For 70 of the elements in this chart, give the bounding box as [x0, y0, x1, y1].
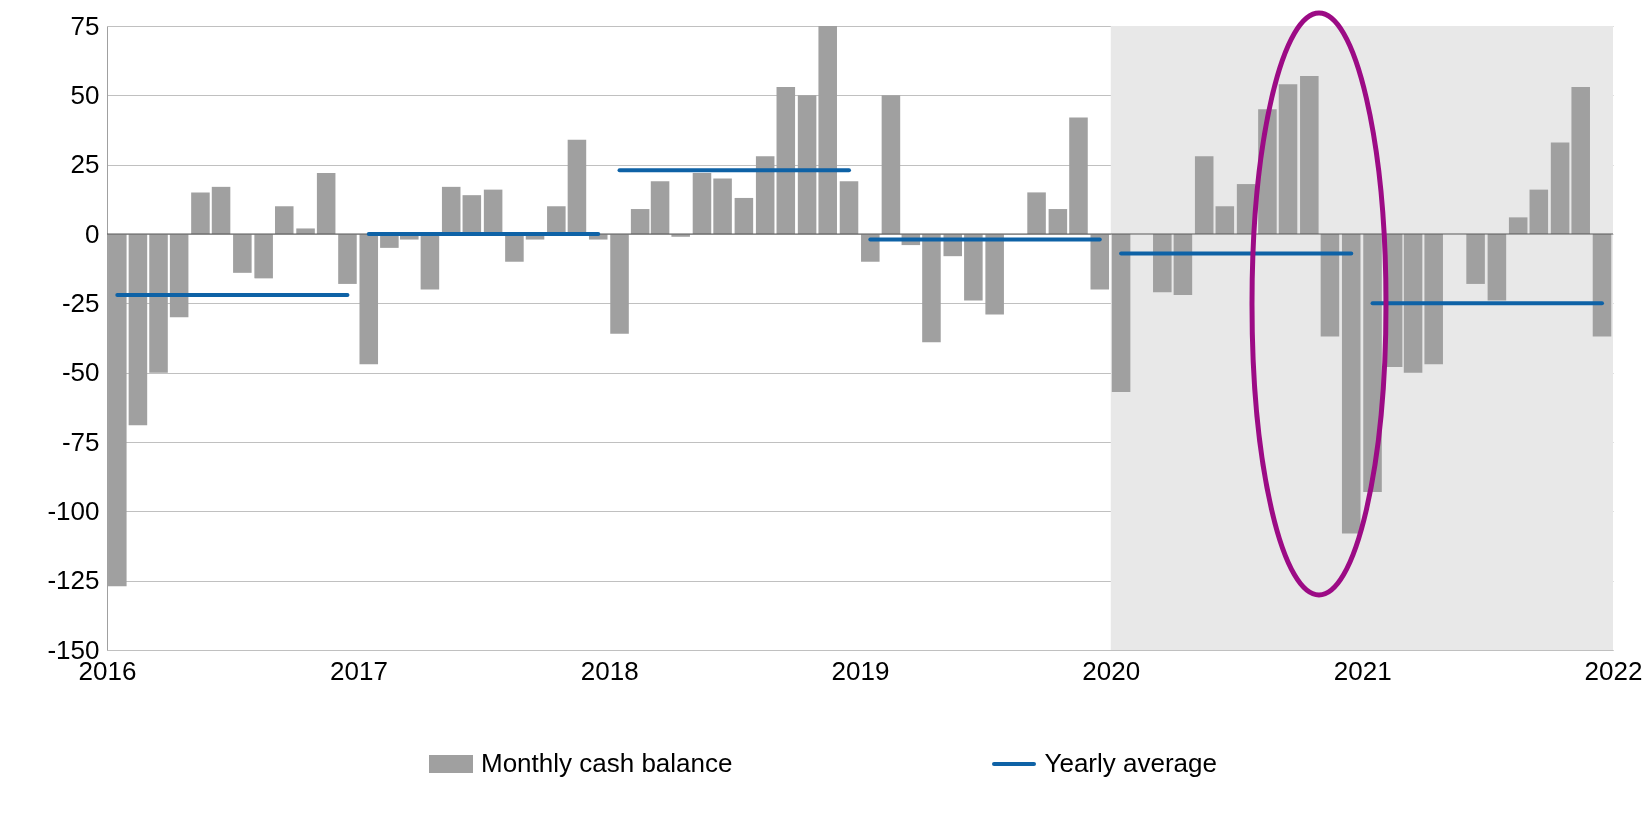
y-tick-label: 75 [70, 10, 100, 41]
bar [254, 234, 273, 279]
bar [1508, 217, 1528, 234]
bar [1487, 234, 1507, 301]
bar [1153, 234, 1172, 293]
bar [755, 156, 775, 234]
bar [567, 139, 587, 234]
bar [359, 234, 379, 365]
bar [1300, 75, 1319, 234]
y-tick-label: -50 [61, 357, 100, 388]
bar [1215, 206, 1235, 234]
bar [1194, 156, 1214, 234]
bar [420, 234, 440, 290]
bar [797, 95, 817, 234]
bar [1571, 87, 1590, 234]
y-tick-label: -75 [61, 426, 100, 457]
bar [839, 181, 859, 234]
bar [630, 209, 650, 234]
bar [1341, 234, 1361, 534]
bar [1027, 192, 1046, 234]
y-tick-label: 50 [70, 79, 100, 110]
x-tick-label: 2017 [330, 655, 388, 686]
x-tick-label: 2018 [580, 655, 639, 686]
bar [233, 234, 252, 273]
x-tick-label: 2021 [1333, 655, 1392, 686]
x-tick-label: 2020 [1082, 655, 1141, 686]
bar [1278, 84, 1298, 234]
bar [1466, 234, 1485, 284]
bar [1550, 142, 1570, 234]
bar [547, 206, 566, 234]
bar [1529, 189, 1549, 234]
legend-label: Yearly average [1044, 748, 1217, 779]
legend-label: Monthly cash balance [481, 748, 733, 779]
bar [1424, 234, 1443, 365]
bar [881, 95, 901, 234]
bar [191, 192, 210, 234]
bar [650, 181, 670, 234]
bar [1048, 209, 1068, 234]
y-tick-label: 0 [85, 218, 100, 249]
bar [776, 87, 796, 234]
bar [610, 234, 629, 334]
bar [483, 189, 503, 234]
bar [169, 234, 189, 318]
bar [505, 234, 524, 262]
x-tick-label: 2022 [1584, 655, 1643, 686]
y-tick-label: 25 [70, 149, 100, 180]
bar [922, 234, 941, 343]
bar [316, 172, 336, 234]
bar [128, 234, 148, 426]
y-tick-label: -100 [47, 495, 100, 526]
x-tick-label: 2019 [831, 655, 890, 686]
bar [149, 234, 168, 373]
bar [1090, 234, 1110, 290]
bar [1403, 234, 1423, 373]
bar [274, 206, 294, 234]
bar [211, 186, 231, 234]
bar [1592, 234, 1612, 337]
bar [985, 234, 1004, 315]
y-tick-label: -25 [61, 287, 100, 318]
bar [338, 234, 357, 284]
bar [1069, 117, 1088, 234]
bar [818, 26, 837, 234]
bar [713, 178, 732, 234]
bar [462, 195, 482, 234]
bar [692, 172, 712, 234]
y-tick-label: -125 [47, 565, 100, 596]
bar [1111, 234, 1131, 393]
bar [1320, 234, 1340, 337]
bar [441, 186, 461, 234]
bar [734, 197, 754, 234]
